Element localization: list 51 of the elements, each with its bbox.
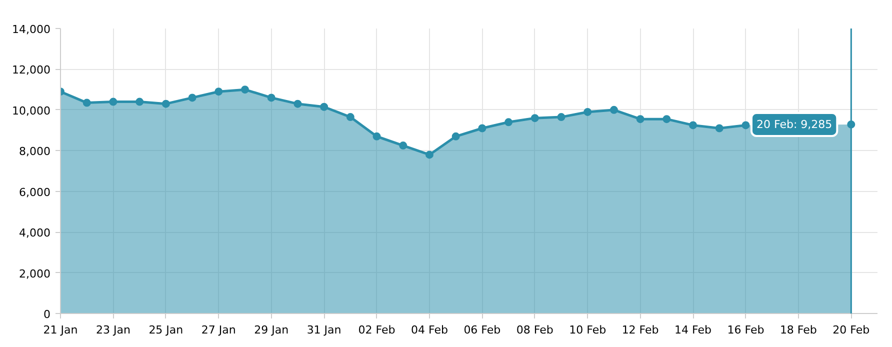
x-tick-label: 29 Jan xyxy=(254,324,289,336)
x-tick-label: 06 Feb xyxy=(464,324,501,336)
y-tick-label: 0 xyxy=(44,308,50,321)
point xyxy=(636,115,644,124)
point xyxy=(320,102,328,111)
point xyxy=(267,94,276,102)
point xyxy=(372,132,381,140)
point xyxy=(240,86,249,94)
x-tick-label: 14 Feb xyxy=(674,324,712,336)
y-tick-label: 4,000 xyxy=(19,226,51,240)
point xyxy=(109,98,118,106)
y-tick-label: 10,000 xyxy=(12,104,51,118)
y-tick-label: 8,000 xyxy=(19,145,51,158)
point xyxy=(188,94,196,102)
point xyxy=(478,124,486,132)
point xyxy=(136,98,144,106)
point xyxy=(399,142,408,150)
x-tick-label: 16 Feb xyxy=(727,324,764,336)
x-tick-label: 23 Jan xyxy=(96,324,130,336)
point xyxy=(82,98,91,107)
x-tick-label: 02 Feb xyxy=(358,324,396,336)
point xyxy=(452,132,460,140)
point xyxy=(162,100,170,108)
annotation: 20 Feb: 9,285 xyxy=(756,118,832,131)
x-tick-label: 21 Jan xyxy=(43,324,78,336)
y-tick-label: 14,000 xyxy=(12,23,51,36)
x-tick-label: 04 Feb xyxy=(410,324,448,336)
point xyxy=(584,108,592,116)
point xyxy=(294,100,302,108)
point xyxy=(214,88,223,96)
point xyxy=(530,114,539,122)
y-tick-label: 6,000 xyxy=(19,186,51,199)
point xyxy=(715,124,724,132)
x-tick-label: 12 Feb xyxy=(622,324,659,336)
x-tick-label: 20 Feb xyxy=(832,324,870,336)
x-tick-label: 27 Jan xyxy=(201,324,236,336)
point xyxy=(346,113,354,122)
x-tick-label: 31 Jan xyxy=(306,324,342,336)
point xyxy=(689,121,698,130)
y-tick-label: 2,000 xyxy=(19,267,51,280)
x-tick-label: 25 Jan xyxy=(148,324,184,336)
point xyxy=(662,115,671,124)
point xyxy=(742,121,750,130)
y-tick-label: 12,000 xyxy=(12,64,51,77)
point xyxy=(504,118,513,126)
point xyxy=(425,150,434,159)
x-tick-label: 18 Feb xyxy=(780,324,817,336)
point xyxy=(610,106,618,114)
point xyxy=(557,113,566,122)
x-tick-label: 08 Feb xyxy=(516,324,554,336)
x-tick-label: 10 Feb xyxy=(569,324,606,336)
